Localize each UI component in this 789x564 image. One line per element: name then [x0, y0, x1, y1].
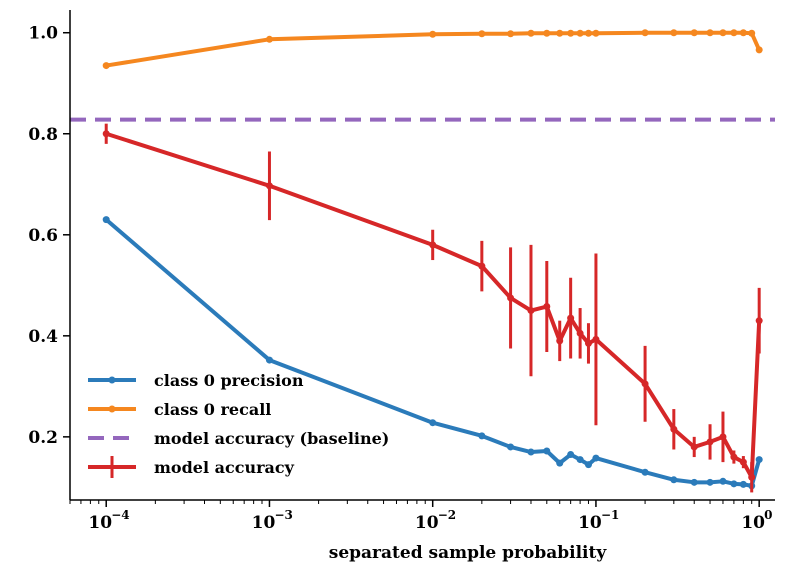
data-point [429, 241, 437, 249]
data-point [592, 335, 600, 343]
data-point [507, 443, 515, 451]
data-point [527, 307, 535, 315]
data-point [730, 29, 738, 37]
data-point [690, 443, 698, 451]
data-point [748, 29, 756, 37]
y-tick-label: 0.6 [28, 226, 58, 246]
data-point [556, 337, 564, 345]
data-point [755, 456, 763, 464]
x-axis-label: separated sample probability [329, 543, 608, 563]
x-tick-label: 10 [741, 513, 765, 533]
x-tick-exponent: −4 [111, 508, 129, 522]
data-point [739, 458, 747, 466]
data-point [429, 419, 437, 427]
data-point [690, 478, 698, 486]
data-point [592, 29, 600, 37]
series-class-0-precision [102, 216, 763, 490]
y-tick-label: 0.8 [28, 125, 58, 145]
x-tick-label: 10 [252, 513, 276, 533]
data-point [567, 451, 575, 459]
data-point [592, 454, 600, 462]
data-point [584, 29, 592, 37]
data-point [507, 30, 515, 38]
data-point [719, 477, 727, 485]
data-point [670, 29, 678, 37]
data-point [265, 182, 273, 190]
data-point [641, 468, 649, 476]
series-model-accuracy [102, 123, 763, 493]
data-point [543, 303, 551, 311]
data-point [265, 35, 273, 43]
data-point [748, 473, 756, 481]
y-tick-label: 0.4 [28, 327, 58, 347]
legend-item: class 0 recall [88, 400, 271, 419]
legend-label: class 0 precision [154, 371, 304, 390]
data-point [730, 453, 738, 461]
legend-item: model accuracy (baseline) [88, 429, 389, 448]
data-point [556, 459, 564, 467]
series-class-0-recall [102, 29, 763, 70]
data-point [739, 480, 747, 488]
data-point [556, 29, 564, 37]
data-point [641, 380, 649, 388]
data-point [706, 29, 714, 37]
x-tick-label: 10 [88, 513, 112, 533]
data-point [507, 294, 515, 302]
data-point [670, 425, 678, 433]
data-point [102, 130, 110, 138]
data-point [527, 448, 535, 456]
data-point [478, 262, 486, 270]
x-tick-exponent: −3 [274, 508, 292, 522]
legend-item: model accuracy [88, 456, 295, 478]
axes: 0.20.40.60.81.010 −4 10 −3 10 −2 10 −1 10 0 [28, 10, 775, 533]
data-point [719, 433, 727, 441]
legend-label: model accuracy (baseline) [154, 429, 389, 448]
x-tick-exponent: 0 [764, 508, 772, 522]
data-point [265, 356, 273, 364]
data-point [478, 432, 486, 440]
data-point [576, 29, 584, 37]
x-tick-exponent: −2 [438, 508, 456, 522]
data-point [478, 30, 486, 38]
data-point [755, 317, 763, 325]
data-point [730, 480, 738, 488]
data-point [690, 29, 698, 37]
data-point [102, 216, 110, 224]
data-point [584, 461, 592, 469]
data-point [543, 447, 551, 455]
data-point [584, 339, 592, 347]
y-tick-label: 1.0 [28, 24, 58, 44]
series-layer [70, 29, 775, 493]
data-point [719, 29, 727, 37]
data-point [641, 29, 649, 37]
data-point [567, 314, 575, 322]
data-point [706, 438, 714, 446]
data-point [543, 29, 551, 37]
y-tick-label: 0.2 [28, 428, 58, 448]
data-point [670, 476, 678, 484]
legend-marker [108, 376, 116, 384]
data-point [755, 46, 763, 54]
data-point [739, 29, 747, 37]
legend: class 0 precision class 0 recall model acc… [88, 371, 389, 478]
x-tick-exponent: −1 [601, 508, 619, 522]
data-point [527, 29, 535, 37]
legend-label: class 0 recall [154, 400, 271, 419]
legend-marker [108, 405, 116, 413]
data-point [429, 30, 437, 38]
legend-item: class 0 precision [88, 371, 304, 390]
legend-label: model accuracy [154, 458, 295, 477]
data-point [576, 329, 584, 337]
x-tick-label: 10 [578, 513, 602, 533]
data-point [567, 29, 575, 37]
data-point [576, 456, 584, 464]
data-point [102, 62, 110, 70]
x-tick-label: 10 [415, 513, 439, 533]
data-point [706, 478, 714, 486]
